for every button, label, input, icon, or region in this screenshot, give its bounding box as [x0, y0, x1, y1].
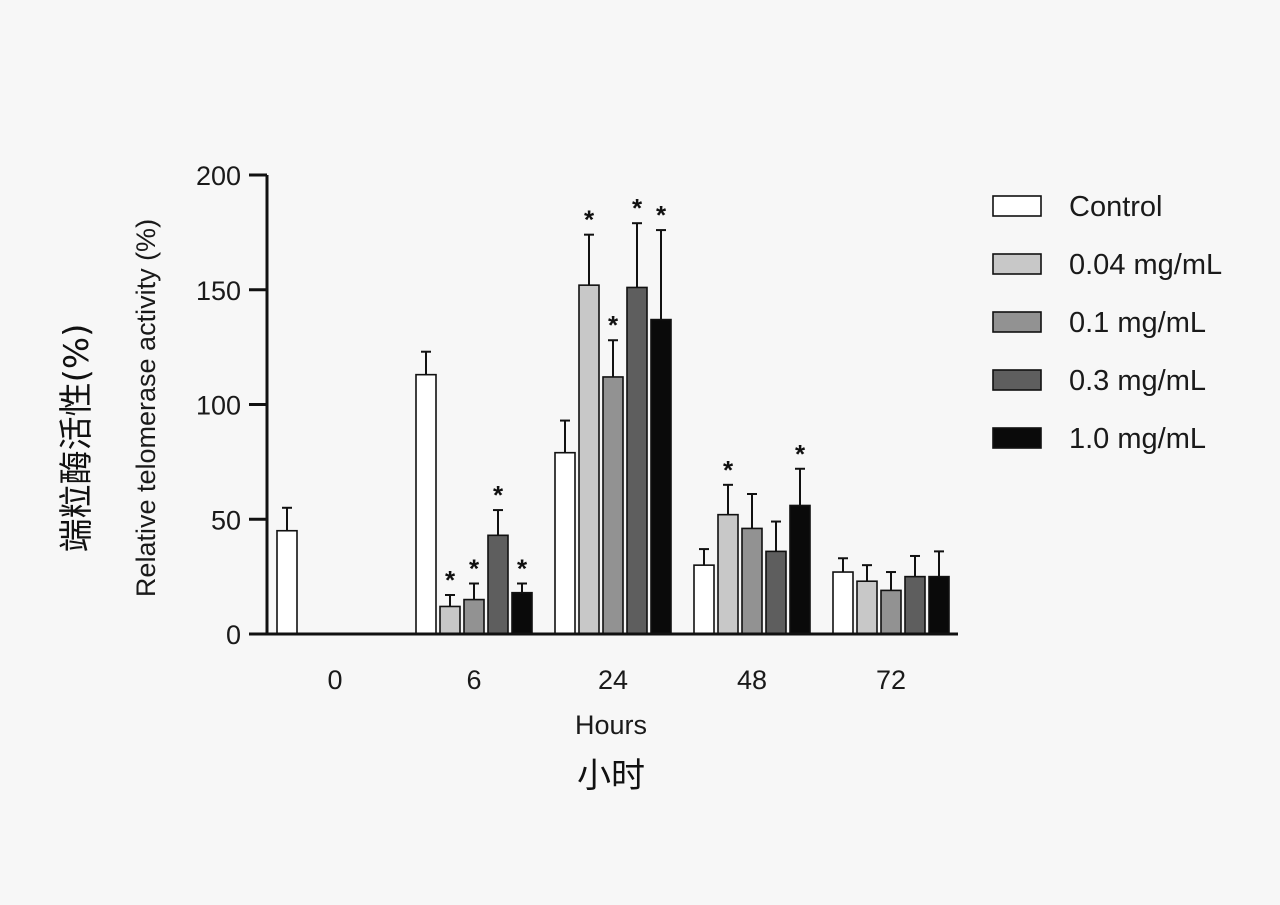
significance-marker: * [517, 554, 528, 584]
x-axis-title: Hours [575, 710, 647, 740]
axes [265, 175, 958, 636]
legend-swatch [992, 195, 1042, 217]
y-axis-ticks: 0 50 100 150 200 [196, 161, 267, 650]
bar-0-3-mg-ml [626, 286, 648, 635]
legend-label: 0.3 mg/mL [1069, 365, 1206, 397]
y-tick-label: 50 [211, 505, 241, 535]
legend-swatch [992, 253, 1042, 275]
significance-marker: * [608, 310, 619, 340]
y-tick-label: 0 [226, 620, 241, 650]
bar-0-04-mg-ml [578, 284, 600, 635]
x-axis-title-cn: 小时 [577, 756, 645, 796]
y-axis-title-cn: 端粒酶活性(%) [57, 324, 97, 553]
bar-0-04-mg-ml [439, 605, 461, 635]
bar-1-0-mg-ml [928, 575, 950, 635]
bar-1-0-mg-ml [650, 318, 672, 635]
bar-control [276, 529, 298, 635]
legend-swatch [992, 311, 1042, 333]
y-tick-label: 150 [196, 276, 241, 306]
bar-0-3-mg-ml [765, 550, 787, 635]
bar-control [693, 564, 715, 635]
legend-label: 1.0 mg/mL [1069, 423, 1206, 455]
bar-0-3-mg-ml [487, 534, 509, 635]
significance-marker: * [795, 439, 806, 469]
bar-0-3-mg-ml [904, 575, 926, 635]
significance-marker: * [469, 554, 480, 584]
y-tick-label: 200 [196, 161, 241, 191]
significance-marker: * [656, 200, 667, 230]
legend-label: 0.1 mg/mL [1069, 307, 1206, 339]
legend-label: Control [1069, 191, 1163, 223]
x-tick-label: 6 [466, 665, 481, 695]
bars-layer: * * * * * * * * * * [276, 193, 950, 635]
significance-marker: * [723, 455, 734, 485]
y-axis-title: Relative telomerase activity (%) [131, 219, 161, 597]
bar-1-0-mg-ml [789, 504, 811, 635]
significance-marker: * [493, 480, 504, 510]
legend-label: 0.04 mg/mL [1069, 249, 1222, 281]
x-tick-label: 48 [737, 665, 767, 695]
significance-marker: * [584, 205, 595, 235]
bar-0-04-mg-ml [717, 513, 739, 635]
bar-0-1-mg-ml [602, 376, 624, 635]
x-tick-label: 24 [598, 665, 628, 695]
bar-control [832, 571, 854, 635]
bar-1-0-mg-ml [511, 591, 533, 635]
x-tick-label: 0 [327, 665, 342, 695]
bar-0-1-mg-ml [880, 589, 902, 635]
legend-swatch [992, 427, 1042, 449]
legend-swatch [992, 369, 1042, 391]
x-tick-label: 72 [876, 665, 906, 695]
y-tick-label: 100 [196, 391, 241, 421]
bar-0-04-mg-ml [856, 580, 878, 635]
bar-control [415, 373, 437, 635]
x-tick-labels: 0 6 24 48 72 [327, 665, 906, 695]
bar-0-1-mg-ml [741, 527, 763, 635]
bar-control [554, 451, 576, 635]
significance-marker: * [632, 193, 643, 223]
significance-marker: * [445, 565, 456, 595]
legend: Control 0.04 mg/mL 0.1 mg/mL 0.3 mg/mL 1.0 m… [992, 191, 1222, 455]
bar-0-1-mg-ml [463, 598, 485, 635]
